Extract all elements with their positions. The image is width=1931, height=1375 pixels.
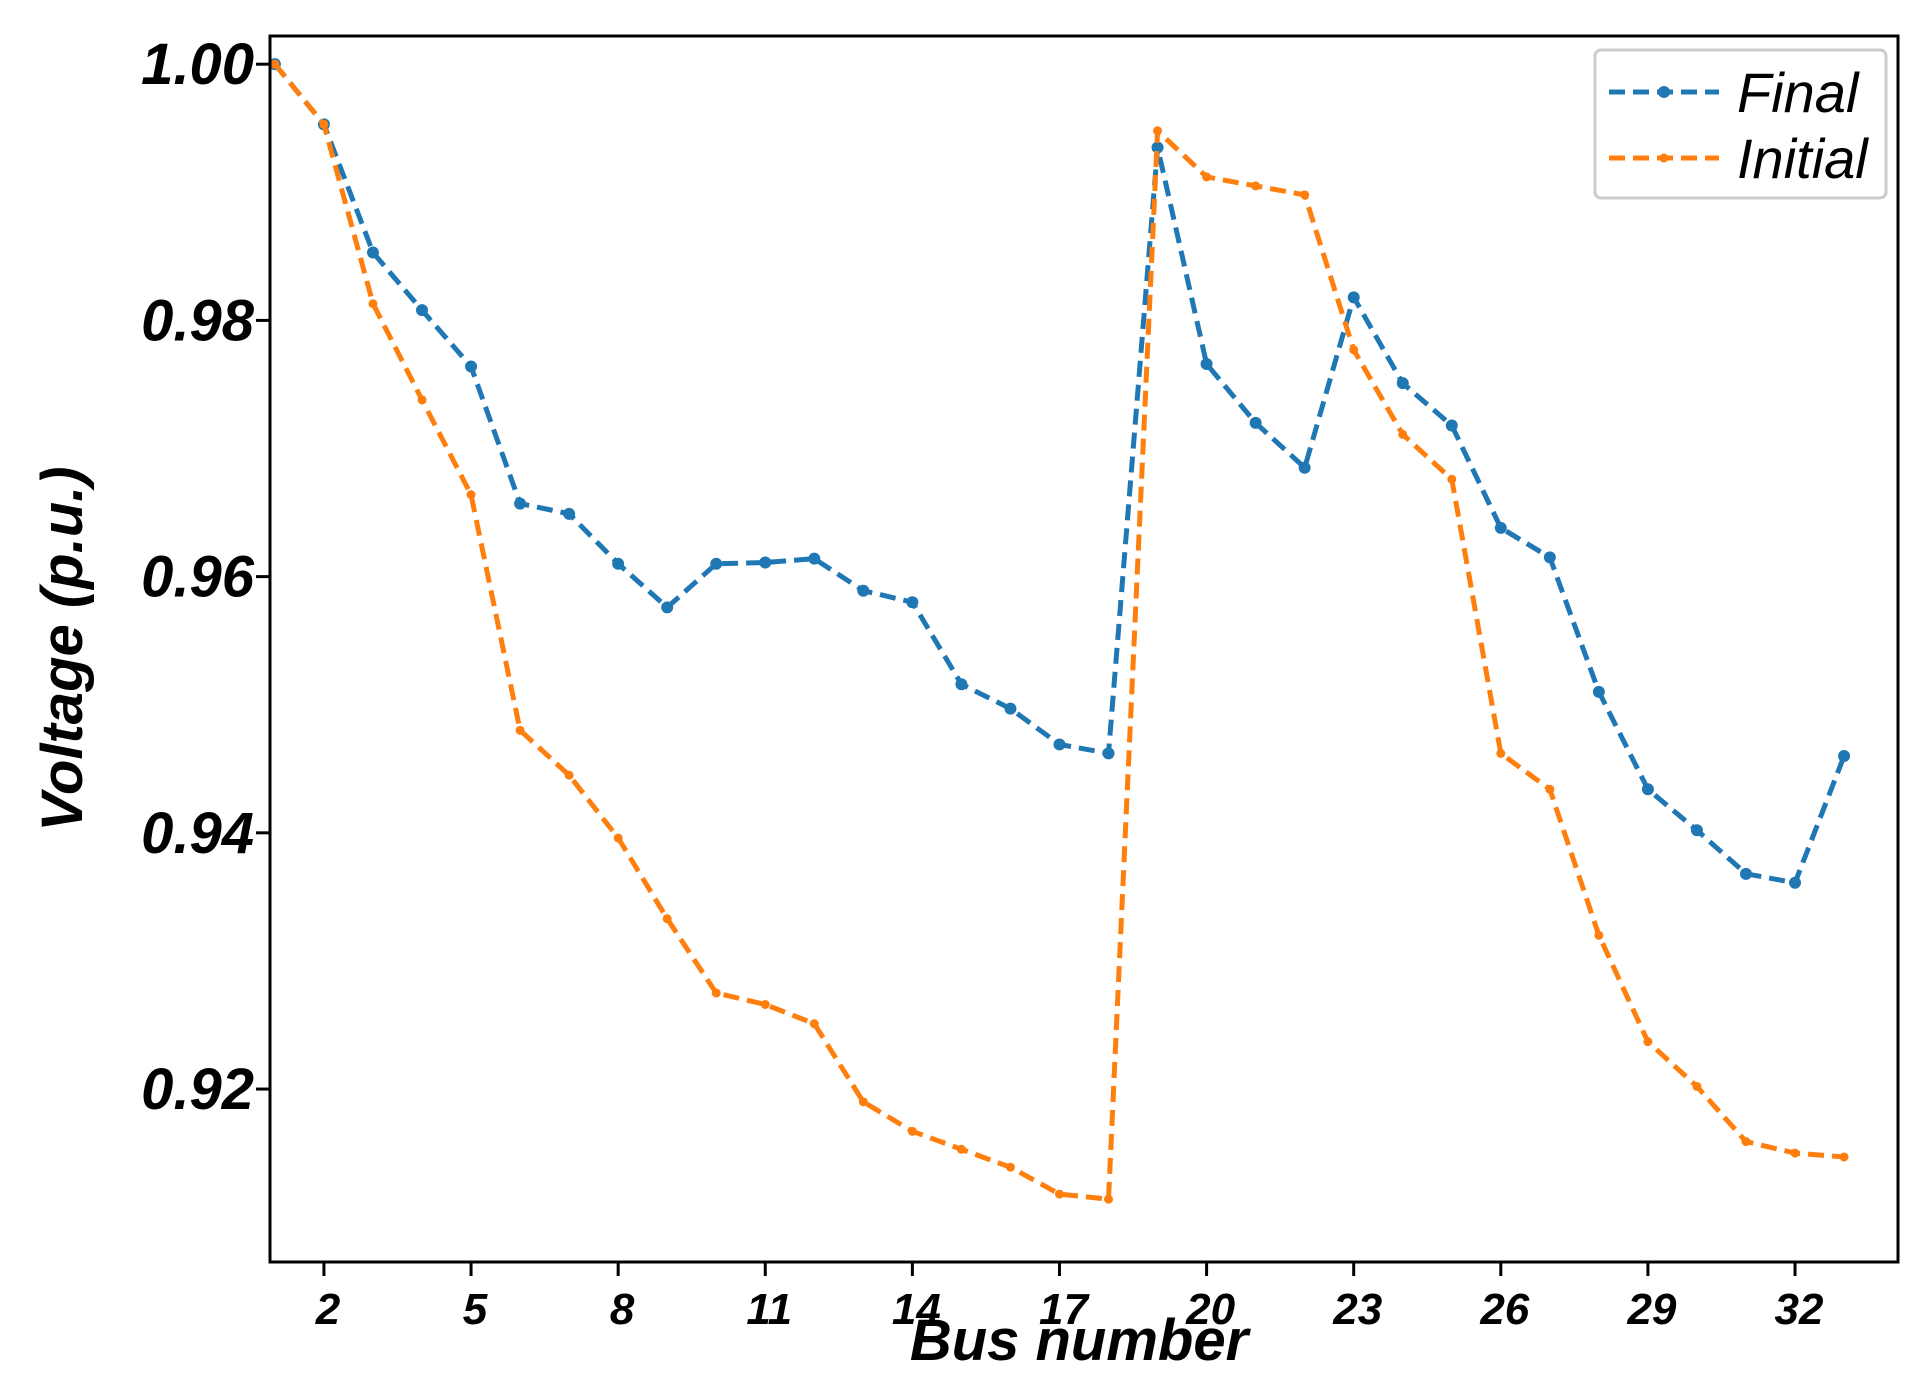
final-point-bus-5 bbox=[465, 360, 478, 373]
x-tick-label: 14 bbox=[892, 1285, 941, 1334]
final-point-bus-33 bbox=[1838, 749, 1851, 762]
final-point-bus-30 bbox=[1690, 824, 1703, 837]
initial-point-bus-17 bbox=[1054, 1189, 1064, 1199]
initial-point-bus-4 bbox=[417, 395, 427, 405]
legend-final-marker bbox=[1658, 86, 1670, 98]
final-point-bus-13 bbox=[857, 584, 870, 597]
final-point-bus-15 bbox=[955, 678, 968, 691]
legend-initial-marker bbox=[1659, 153, 1669, 163]
y-tick-label: 0.96 bbox=[141, 545, 255, 610]
initial-point-bus-16 bbox=[1005, 1162, 1015, 1172]
x-tick-label: 32 bbox=[1775, 1285, 1824, 1334]
x-tick-label: 29 bbox=[1626, 1285, 1676, 1334]
final-point-bus-31 bbox=[1739, 867, 1752, 880]
initial-point-bus-19 bbox=[1153, 126, 1163, 136]
y-tick-label: 0.98 bbox=[141, 288, 255, 353]
final-point-bus-29 bbox=[1641, 783, 1654, 796]
legend-final-label: Final bbox=[1737, 61, 1860, 124]
final-point-bus-28 bbox=[1592, 685, 1605, 698]
initial-point-bus-6 bbox=[515, 725, 525, 735]
final-point-bus-32 bbox=[1789, 876, 1802, 889]
final-point-bus-14 bbox=[906, 596, 919, 609]
initial-point-bus-22 bbox=[1300, 190, 1310, 200]
final-point-bus-18 bbox=[1102, 747, 1115, 760]
initial-point-bus-5 bbox=[466, 490, 476, 500]
initial-point-bus-33 bbox=[1839, 1152, 1849, 1162]
legend-box bbox=[1593, 48, 1888, 200]
y-tick-label: 0.94 bbox=[141, 801, 254, 866]
final-point-bus-9 bbox=[661, 601, 674, 614]
x-tick-label: 5 bbox=[463, 1285, 488, 1334]
x-axis-title: Bus number bbox=[910, 1308, 1252, 1373]
x-tick-label: 26 bbox=[1479, 1285, 1529, 1334]
initial-point-bus-12 bbox=[809, 1019, 819, 1029]
final-point-bus-16 bbox=[1004, 702, 1017, 715]
initial-series-line bbox=[272, 62, 1845, 1202]
final-point-bus-19 bbox=[1151, 141, 1164, 154]
plot-frame bbox=[268, 34, 1900, 1264]
initial-point-bus-8 bbox=[613, 833, 623, 843]
final-point-bus-4 bbox=[416, 304, 429, 317]
y-tick-label: 0.92 bbox=[141, 1057, 254, 1122]
x-tick-label: 11 bbox=[746, 1285, 792, 1334]
final-point-bus-10 bbox=[710, 557, 723, 570]
initial-point-bus-10 bbox=[711, 988, 721, 998]
initial-point-bus-25 bbox=[1447, 474, 1457, 484]
y-axis-title: Voltage (p.u.) bbox=[30, 466, 95, 831]
y-tick-label: 1.00 bbox=[141, 32, 254, 97]
initial-point-bus-13 bbox=[858, 1097, 868, 1107]
initial-point-bus-21 bbox=[1251, 181, 1261, 191]
initial-point-bus-1 bbox=[270, 59, 280, 69]
initial-point-bus-28 bbox=[1594, 930, 1604, 940]
final-point-bus-22 bbox=[1298, 461, 1311, 474]
axes-layer: 0.92 0.94 0.96 0.98 1.00 2 5 8 11 14 17 20 23 26 29 32 B… bbox=[30, 32, 1900, 1373]
x-tick-label: 17 bbox=[1039, 1285, 1090, 1334]
initial-point-bus-18 bbox=[1104, 1194, 1114, 1204]
final-point-bus-23 bbox=[1347, 291, 1360, 304]
initial-point-bus-26 bbox=[1496, 748, 1506, 758]
final-point-bus-11 bbox=[759, 556, 772, 569]
initial-point-bus-9 bbox=[662, 914, 672, 924]
initial-point-bus-14 bbox=[907, 1126, 917, 1136]
final-point-bus-21 bbox=[1249, 416, 1262, 429]
x-tick-label: 8 bbox=[610, 1285, 635, 1334]
initial-point-bus-15 bbox=[956, 1144, 966, 1154]
initial-point-bus-29 bbox=[1643, 1037, 1653, 1047]
initial-point-bus-23 bbox=[1349, 345, 1359, 355]
x-tick-label: 23 bbox=[1332, 1285, 1382, 1334]
final-point-bus-12 bbox=[808, 552, 821, 565]
initial-point-bus-3 bbox=[368, 299, 378, 309]
final-point-bus-8 bbox=[612, 557, 625, 570]
initial-point-bus-30 bbox=[1692, 1081, 1702, 1091]
legend-initial-label: Initial bbox=[1737, 127, 1869, 190]
final-point-bus-20 bbox=[1200, 357, 1213, 370]
initial-point-bus-20 bbox=[1202, 172, 1212, 182]
initial-point-bus-31 bbox=[1741, 1137, 1751, 1147]
final-point-bus-7 bbox=[563, 507, 576, 520]
initial-point-bus-27 bbox=[1545, 784, 1555, 794]
initial-point-bus-2 bbox=[319, 119, 329, 129]
initial-point-bus-24 bbox=[1398, 429, 1408, 439]
final-point-bus-25 bbox=[1445, 419, 1458, 432]
final-point-bus-6 bbox=[514, 497, 527, 510]
initial-point-bus-7 bbox=[564, 770, 574, 780]
final-point-bus-3 bbox=[366, 246, 379, 259]
final-point-bus-27 bbox=[1543, 551, 1556, 564]
final-point-bus-24 bbox=[1396, 377, 1409, 390]
initial-point-bus-11 bbox=[760, 1000, 770, 1010]
x-tick-label: 2 bbox=[315, 1285, 341, 1334]
initial-point-bus-32 bbox=[1790, 1148, 1800, 1158]
x-tick-label: 20 bbox=[1185, 1285, 1235, 1334]
final-point-bus-17 bbox=[1053, 738, 1066, 751]
final-point-bus-26 bbox=[1494, 521, 1507, 534]
series-layer bbox=[268, 58, 1851, 1204]
